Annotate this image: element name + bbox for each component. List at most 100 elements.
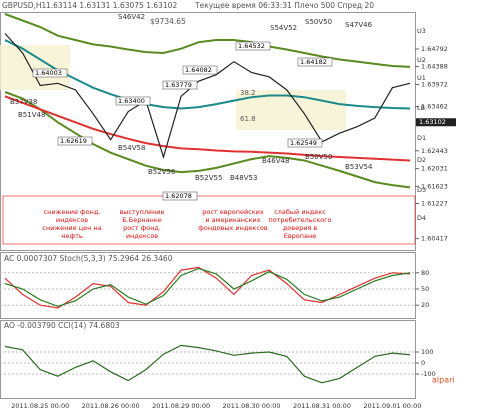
- price-label: 1.64182: [300, 58, 327, 66]
- pivot-label: U2: [417, 56, 426, 64]
- price-tag: [57, 136, 93, 146]
- series-line: [4, 344, 411, 384]
- y-tick-label: 80: [421, 269, 429, 277]
- news-note: потребительского: [268, 216, 331, 224]
- ac-title: AC 0.0007307 Stoch(5,3,3) 75.2964 26.346…: [4, 254, 173, 263]
- news-note: выступление: [119, 208, 164, 216]
- level-label: S54V52: [270, 24, 297, 32]
- y-tick-label: 1.64388: [421, 63, 448, 71]
- x-tick-label: 2011.08.30 00:00: [223, 402, 281, 410]
- x-tick-label: 2011.09.01 00:00: [363, 402, 421, 410]
- pivot-label: D4: [417, 214, 426, 222]
- price-tag: [182, 65, 218, 75]
- news-note: слабый индекс: [274, 208, 326, 216]
- series-line: [4, 13, 411, 68]
- y-tick-label: 1.61623: [421, 182, 448, 190]
- x-tick-label: 2011.08.26 00:00: [82, 402, 140, 410]
- news-note: индексов: [126, 232, 158, 240]
- price-tag: [32, 68, 68, 78]
- pivot-label: D1: [417, 134, 426, 142]
- x-tick-label: 2011.08.29 00:00: [152, 402, 210, 410]
- series-line: [4, 267, 411, 307]
- ac-panel: [0, 252, 416, 319]
- news-note: и американских: [205, 216, 260, 224]
- news-note: доверия в: [283, 224, 318, 232]
- x-tick-label: 2011.08.25 00:00: [11, 402, 69, 410]
- y-tick-label: 1.62031: [421, 165, 448, 173]
- price-label: 1.62078: [165, 192, 192, 200]
- level-label: B48V53: [230, 174, 257, 182]
- news-note: снижение цен на: [42, 224, 101, 232]
- series-line: [4, 95, 411, 162]
- y-tick-label: 1.63972: [421, 81, 448, 89]
- level-label: S46V42: [118, 13, 145, 21]
- price-label: 1.63779: [165, 81, 192, 89]
- level-label: 38.2: [240, 89, 256, 97]
- last-price-box: [416, 118, 456, 127]
- logo: alpari: [432, 376, 455, 385]
- level-label: B52V55: [195, 174, 222, 182]
- price-tag: [115, 96, 151, 106]
- price-tag: [297, 57, 333, 67]
- y-tick-label: 1.64792: [421, 45, 448, 53]
- price-tag: [162, 80, 198, 90]
- y-tick-label: 20: [421, 301, 429, 309]
- price-label: 1.64082: [185, 66, 212, 74]
- pivot-label: U3: [417, 27, 426, 35]
- level-label: B52V56: [148, 168, 176, 176]
- y-tick-label: -100: [421, 370, 436, 378]
- y-tick-label: 50: [421, 285, 429, 293]
- price-label: 1.63400: [118, 97, 145, 105]
- last-price: 1.63102: [419, 118, 446, 126]
- y-tick-label: 100: [421, 348, 433, 356]
- pivot-label: D2: [417, 156, 426, 164]
- news-note: рост фонд.: [123, 224, 161, 232]
- series-line: [4, 39, 411, 110]
- ao-panel: [0, 320, 416, 399]
- y-tick-label: 1.60417: [421, 235, 448, 243]
- price-label: 1.64003: [35, 69, 62, 77]
- price-label: 1.62619: [60, 137, 87, 145]
- level-label: B50V50: [305, 153, 332, 161]
- ao-title: AO -0.003790 CCI(14) 74.6803: [4, 321, 120, 330]
- price-label: 1.62549: [290, 139, 317, 147]
- news-note: Европане: [284, 232, 317, 240]
- level-label: B54V58: [118, 144, 145, 152]
- price-tag: [235, 41, 271, 51]
- level-label: S50V50: [305, 18, 332, 26]
- series-line: [4, 33, 411, 160]
- main-panel: [0, 12, 416, 251]
- pivot-label: D3: [417, 186, 426, 194]
- series-line: [4, 91, 411, 189]
- price-tag: [287, 138, 323, 148]
- news-note: Б.Бернанке: [122, 216, 162, 224]
- symbol: GBPUSD,H1: [2, 1, 47, 10]
- y-tick-label: 1.61227: [421, 199, 448, 207]
- news-note: фондовых индексов: [198, 224, 268, 232]
- y-tick-label: 1.62443: [421, 147, 448, 155]
- pivot-label: LB: [417, 104, 425, 112]
- y-tick-label: 1.63462: [421, 103, 448, 111]
- level-label: B46V48: [262, 157, 289, 165]
- y-tick-label: 0: [421, 359, 425, 367]
- level-label: B51V48: [18, 111, 45, 119]
- price-tag: [162, 191, 198, 201]
- balance: $9734.65: [150, 17, 186, 26]
- x-tick-label: 2011.08.31 00:00: [293, 402, 351, 410]
- level-label: 61.8: [240, 115, 256, 123]
- price-label: 1.64532: [238, 42, 265, 50]
- level-label: B53V54: [345, 163, 373, 171]
- news-note: снижение фонд.: [44, 208, 101, 216]
- series-line: [4, 266, 411, 309]
- time: Текущее время 06:33:31 Плечо 500 Спред 2…: [194, 1, 374, 10]
- fib-zone: [0, 45, 70, 90]
- news-note: индексов: [56, 216, 88, 224]
- level-label: B37V38: [10, 98, 37, 106]
- news-note: рост европейских: [202, 208, 264, 216]
- level-label: S47V46: [345, 21, 373, 29]
- news-note: нефть: [61, 232, 83, 240]
- pivot-label: U1: [417, 74, 426, 82]
- quote: 1.63114 1.63131 1.63075 1.63102: [46, 1, 177, 10]
